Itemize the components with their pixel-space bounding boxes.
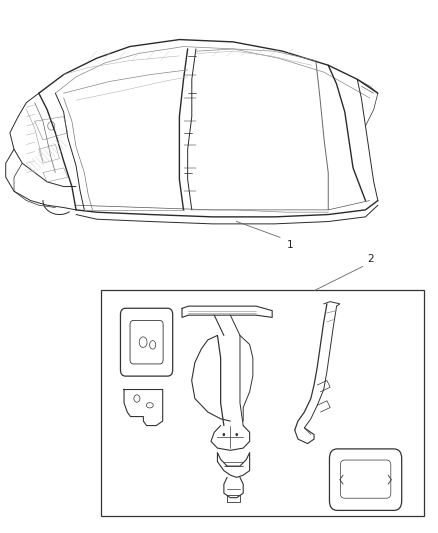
Circle shape xyxy=(236,433,238,436)
Circle shape xyxy=(223,433,225,436)
Text: 1: 1 xyxy=(286,240,293,250)
Text: 2: 2 xyxy=(367,254,374,264)
Bar xyxy=(102,290,424,516)
